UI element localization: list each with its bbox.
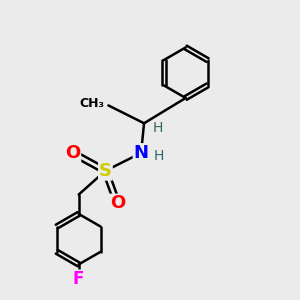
Text: O: O xyxy=(110,194,125,212)
Text: CH₃: CH₃ xyxy=(80,97,105,110)
Text: N: N xyxy=(134,144,148,162)
Text: H: H xyxy=(154,149,164,163)
Text: O: O xyxy=(65,144,80,162)
Text: F: F xyxy=(73,270,84,288)
Text: H: H xyxy=(152,121,163,135)
Text: S: S xyxy=(99,162,112,180)
